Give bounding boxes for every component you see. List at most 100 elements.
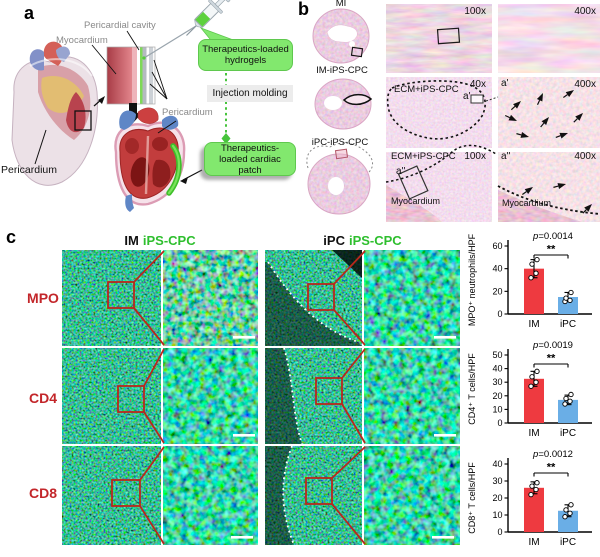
micrograph-im-40x (386, 77, 492, 148)
inset-marker: a' (501, 78, 509, 89)
section-label-mi: MI (335, 0, 347, 9)
row-label-cd8: CD8 (28, 485, 57, 501)
header-cell-type: iPS-CPC (142, 233, 196, 248)
ecm-region-dashed (386, 80, 486, 140)
injection-molding-step: Injection molding (207, 85, 293, 102)
header-cell-type: iPS-CPC (348, 233, 402, 248)
if-im-mpo-main (62, 250, 161, 346)
heart-section-ipc-ips-cpc (306, 142, 373, 215)
label-myocardium: Myocardium (56, 35, 108, 46)
chart-cd4-tcells: 0 10 20 30 40 50 CD4⁺ T cells/HPF IM iPC ** p=0.00… (466, 337, 600, 447)
chart-cd8-tcells: 0 10 20 30 40 CD8⁺ T cells/HPF IM iPC ** p=0.0012 (466, 446, 600, 556)
svg-text:20: 20 (492, 391, 502, 401)
svg-text:**: ** (547, 353, 556, 365)
svg-text:IM: IM (528, 428, 539, 439)
arrow-to-inset (98, 96, 105, 104)
svg-text:50: 50 (492, 350, 502, 360)
needle-line (143, 25, 197, 59)
svg-text:30: 30 (492, 377, 502, 387)
panel-letter-a: a (24, 3, 35, 23)
chart-mpo-neutrophils: 0 20 40 60 MPO⁺ neutrophils/HPF IM iPC ** p=0.00… (466, 228, 600, 338)
svg-text:30: 30 (492, 476, 502, 486)
border-dashed-right (497, 185, 600, 215)
if-ipc-mpo-inset (364, 250, 460, 346)
label-pericardium-right: Pericardium (162, 107, 213, 118)
panel-letter-c: c (6, 227, 17, 247)
svg-text:**: ** (547, 462, 556, 474)
section-label-im-ips-cpc: IM-iPS-CPC (316, 65, 368, 76)
svg-text:0: 0 (497, 309, 502, 319)
cardiac-patch-callout: Therapeutics-loaded cardiac patch (204, 142, 296, 176)
infarct-border-dotted (267, 261, 359, 343)
if-im-cd8-inset (163, 446, 258, 545)
svg-text:60: 60 (492, 241, 502, 251)
svg-text:40: 40 (492, 264, 502, 274)
svg-text:IM: IM (528, 537, 539, 548)
flow-arrowhead (221, 133, 231, 144)
infarct-border-dotted (283, 347, 303, 445)
magnification-label: 40x (469, 79, 486, 90)
inset-marker: a'' (501, 151, 511, 162)
tissue-label-myocardium: Myocardium (391, 196, 441, 206)
scale-bars (231, 336, 456, 539)
border-dashed-mid (385, 144, 497, 183)
bar-chart-svg: 0 20 40 60 MPO⁺ neutrophils/HPF IM iPC ** p=0.00… (467, 231, 592, 330)
anatomy-heart-pericardium (11, 41, 105, 186)
magnification-label: 400x (574, 79, 596, 90)
bar-IM (524, 268, 544, 314)
cell-arrows (504, 90, 592, 214)
magnification-label: 400x (574, 151, 596, 162)
svg-text:10: 10 (492, 510, 502, 520)
if-image-grid (62, 250, 460, 545)
svg-text:40: 40 (492, 459, 502, 469)
tissue-label-myocardium: Myocardium (502, 198, 552, 208)
column-header-im: IM iPS-CPC (62, 233, 258, 248)
zoom-callouts (107, 250, 366, 545)
svg-text:CD8⁺ T cells/HPF: CD8⁺ T cells/HPF (467, 462, 477, 534)
row-label-cd4: CD4 (28, 390, 57, 406)
magnification-label: 100x (464, 151, 486, 162)
micrograph-mi-100x (386, 4, 492, 73)
svg-text:iPC: iPC (560, 428, 576, 439)
panel-letter-b: b (298, 0, 309, 19)
svg-text:0: 0 (497, 527, 502, 537)
svg-text:MPO⁺ neutrophils/HPF: MPO⁺ neutrophils/HPF (467, 233, 477, 326)
if-ipc-cd8-inset (364, 446, 460, 545)
magnification-label: 100x (464, 6, 486, 17)
bar-chart-svg: 0 10 20 30 40 CD8⁺ T cells/HPF IM iPC ** p=0.0012 (467, 449, 592, 548)
heart-section-mi (312, 8, 370, 64)
svg-text:**: ** (547, 244, 556, 256)
svg-text:40: 40 (492, 364, 502, 374)
header-group-ipc: iPC (323, 233, 345, 248)
bar-chart-svg: 0 10 20 30 40 50 CD4⁺ T cells/HPF IM iPC ** p=0.00… (467, 340, 592, 439)
svg-text:10: 10 (492, 404, 502, 414)
inset-marker: a'' (396, 166, 406, 177)
bar-IM (524, 378, 544, 423)
zoom-region-box (74, 110, 92, 131)
column-header-ipc: iPC iPS-CPC (265, 233, 460, 248)
region-label-ecm: ECM+iPS-CPC (391, 151, 456, 162)
bar-IM (524, 487, 544, 532)
section-label-ipc-ips-cpc: iPC-iPS-CPC (311, 137, 369, 148)
svg-text:iPC: iPC (560, 537, 576, 548)
svg-text:20: 20 (492, 286, 502, 296)
inset-marker: a' (463, 91, 471, 102)
if-im-cd4-inset (163, 348, 258, 444)
svg-text:p=0.0014: p=0.0014 (532, 231, 573, 242)
if-im-cd4-main (62, 348, 161, 444)
micrograph-mi-400x (498, 4, 600, 73)
row-label-mpo: MPO (27, 290, 59, 306)
syringe-icon (186, 0, 231, 36)
svg-text:p=0.0019: p=0.0019 (532, 340, 573, 351)
infarct-border-dotted (282, 445, 295, 546)
svg-text:p=0.0012: p=0.0012 (532, 449, 573, 460)
svg-text:20: 20 (492, 493, 502, 503)
region-box (436, 27, 461, 45)
if-im-mpo-inset (163, 250, 258, 346)
heart-section-im-ips-cpc (314, 78, 373, 130)
label-pericardial-cavity: Pericardial cavity (84, 20, 156, 31)
layer-inset-diagram (91, 25, 197, 123)
micrograph-im-400x (498, 77, 600, 148)
